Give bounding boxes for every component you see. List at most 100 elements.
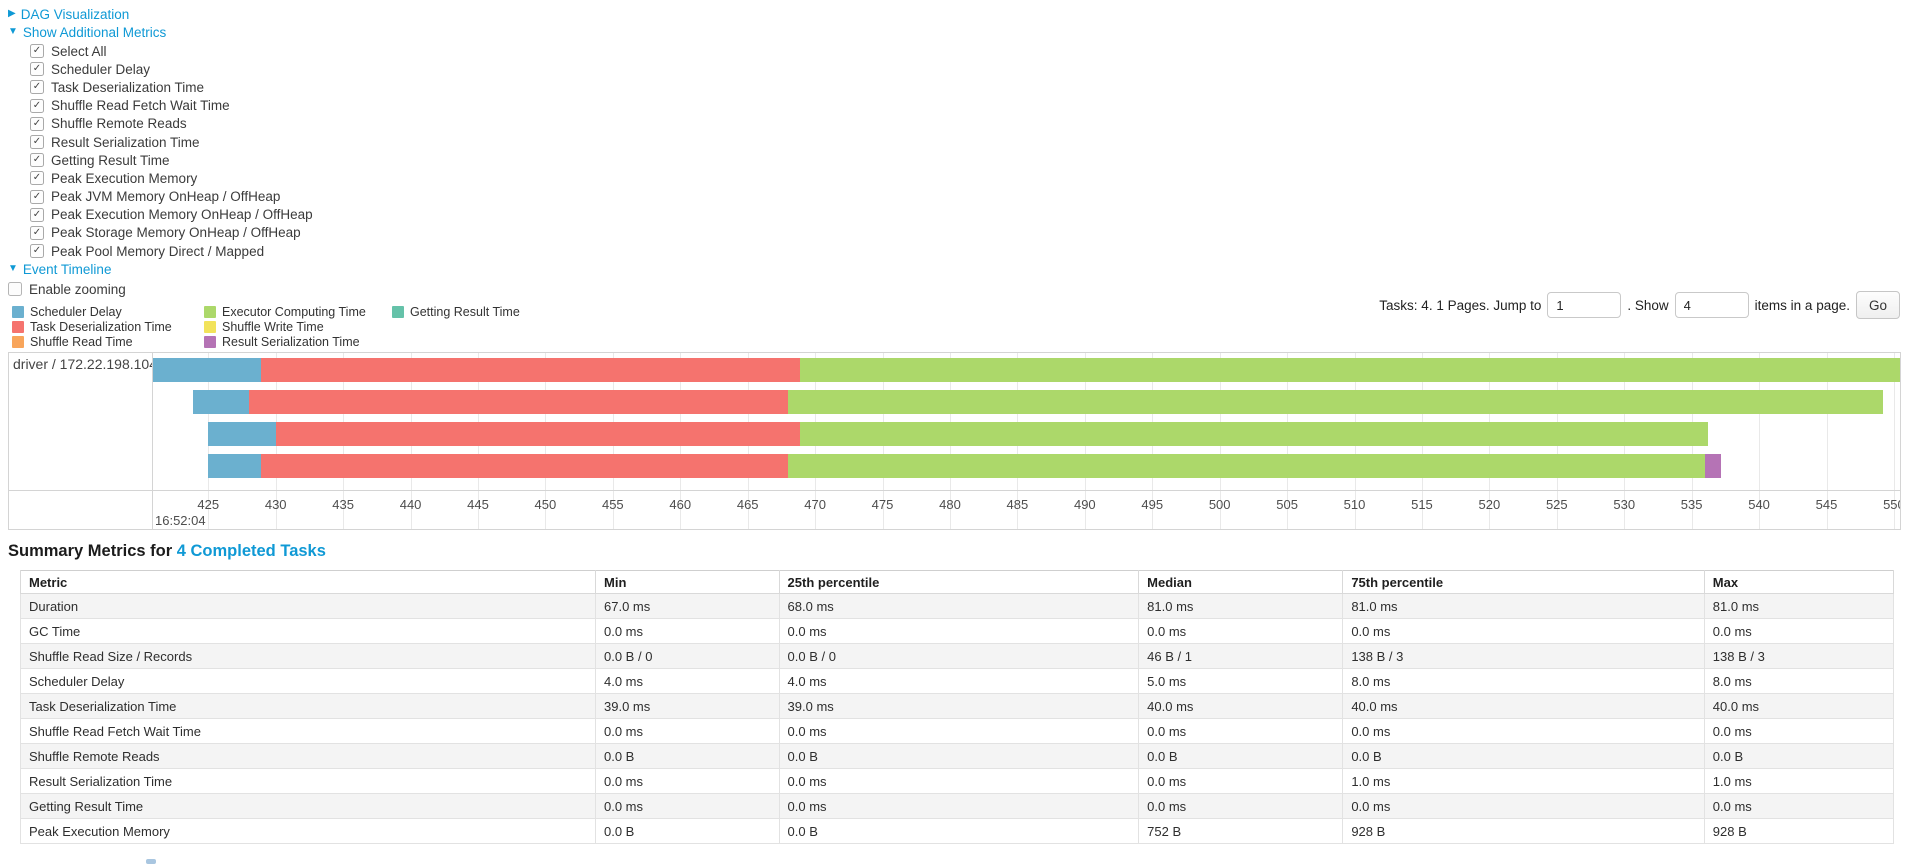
task-bar-segment-task_deserialization[interactable] [260, 454, 789, 478]
metric-option-row: ✓ Select All [30, 42, 313, 60]
completed-tasks-link[interactable]: 4 Completed Tasks [176, 542, 326, 560]
metric-value-cell: 39.0 ms [595, 693, 780, 719]
timeline-legend: Scheduler Delay Task Deserialization Time… [12, 305, 520, 349]
metric-value-cell: 8.0 ms [1703, 668, 1895, 694]
metric-name-cell: GC Time [20, 618, 596, 644]
task-bar-segment-scheduler_delay[interactable] [208, 422, 276, 446]
metric-checkbox[interactable]: ✓ [30, 207, 44, 222]
metric-value-cell: 0.0 ms [595, 718, 780, 744]
go-button[interactable]: Go [1855, 291, 1900, 319]
axis-tick-label: 500 [1208, 497, 1231, 512]
jump-to-page-input[interactable] [1547, 292, 1622, 318]
event-timeline-toggle[interactable]: ▼ Event Timeline [8, 260, 313, 278]
metric-checkbox[interactable]: ✓ [30, 225, 44, 240]
task-bar-segment-scheduler_delay[interactable] [153, 358, 261, 382]
task-bar-segment-result_serialization[interactable] [1705, 454, 1722, 478]
legend-label: Getting Result Time [410, 305, 520, 320]
metric-value-cell: 0.0 ms [595, 768, 780, 794]
column-header: Metric [20, 570, 596, 594]
metric-name-cell: Task Deserialization Time [20, 693, 596, 719]
axis-separator [9, 490, 1900, 491]
task-bar-segment-executor_computing[interactable] [800, 422, 1708, 446]
collapsed-arrow-icon: ▶ [8, 8, 16, 19]
metric-option-label: Peak JVM Memory OnHeap / OffHeap [51, 189, 281, 205]
metric-value-cell: 0.0 ms [1138, 718, 1344, 744]
metric-value-cell: 0.0 B [1703, 743, 1895, 769]
items-per-page-input[interactable] [1674, 292, 1749, 318]
legend-swatch-icon [12, 306, 24, 319]
clipped-element-fragment [146, 859, 156, 864]
metric-checkbox[interactable]: ✓ [30, 62, 44, 77]
metric-checkbox[interactable]: ✓ [30, 171, 44, 186]
metric-option-label: Peak Storage Memory OnHeap / OffHeap [51, 225, 301, 241]
metric-value-cell: 46 B / 1 [1138, 643, 1344, 669]
metric-value-cell: 0.0 B [595, 743, 780, 769]
enable-zooming-checkbox[interactable] [8, 282, 22, 297]
axis-tick-label: 475 [871, 497, 894, 512]
axis-tick-label: 505 [1276, 497, 1298, 512]
metric-value-cell: 0.0 ms [1138, 768, 1344, 794]
legend-swatch-icon [12, 321, 24, 334]
axis-tick-label: 425 [197, 497, 220, 512]
metric-value-cell: 0.0 ms [1703, 618, 1895, 644]
task-bar-segment-task_deserialization[interactable] [275, 422, 801, 446]
metric-option-row: ✓ Shuffle Remote Reads [30, 115, 313, 133]
show-additional-metrics-label: Show Additional Metrics [22, 24, 167, 40]
dag-visualization-toggle[interactable]: ▶ DAG Visualization [8, 5, 313, 23]
metric-option-label: Task Deserialization Time [51, 79, 205, 95]
metric-value-cell: 0.0 ms [778, 718, 1140, 744]
task-bar-segment-scheduler_delay[interactable] [193, 390, 249, 414]
metric-value-cell: 4.0 ms [778, 668, 1140, 694]
metric-checkbox[interactable]: ✓ [30, 189, 44, 204]
metric-checkbox[interactable]: ✓ [30, 98, 44, 113]
task-bar-segment-task_deserialization[interactable] [248, 390, 789, 414]
metric-value-cell: 68.0 ms [778, 593, 1140, 619]
metric-option-label: Shuffle Read Fetch Wait Time [51, 98, 230, 114]
legend-label: Shuffle Read Time [30, 334, 133, 349]
metric-option-label: Getting Result Time [51, 152, 170, 168]
metric-checkbox[interactable]: ✓ [30, 244, 44, 259]
summary-metrics-table: Metric Min 25th percentile Median 75th perce… [20, 570, 1895, 844]
axis-tick-label: 450 [534, 497, 557, 512]
metric-checkbox[interactable]: ✓ [30, 44, 44, 59]
metric-checkbox[interactable]: ✓ [30, 153, 44, 168]
legend-item: Shuffle Write Time [204, 320, 392, 335]
pagination-jump-text: Tasks: 4. 1 Pages. Jump to [1379, 297, 1542, 313]
show-additional-metrics-toggle[interactable]: ▼ Show Additional Metrics [8, 23, 313, 41]
metric-name-cell: Peak Execution Memory [20, 818, 596, 844]
summary-metrics-heading: Summary Metrics for 4 Completed Tasks [8, 542, 326, 561]
task-bar-segment-scheduler_delay[interactable] [208, 454, 261, 478]
task-bar-segment-executor_computing[interactable] [800, 358, 1900, 382]
metric-option-row: ✓ Getting Result Time [30, 151, 313, 169]
metric-value-cell: 0.0 ms [1138, 793, 1344, 819]
axis-tick-label: 485 [1006, 497, 1029, 512]
metric-checkbox[interactable]: ✓ [30, 116, 44, 131]
metrics-options: ✓ Select All ✓ Scheduler Delay ✓ Task Deseria… [30, 42, 313, 260]
metric-name-cell: Shuffle Remote Reads [20, 743, 596, 769]
metric-value-cell: 67.0 ms [595, 593, 780, 619]
metric-value-cell: 8.0 ms [1342, 668, 1705, 694]
enable-zooming-option: Enable zooming [8, 280, 313, 298]
task-bar-segment-task_deserialization[interactable] [260, 358, 801, 382]
task-bar-segment-executor_computing[interactable] [788, 390, 1884, 414]
axis-tick-label: 515 [1411, 497, 1433, 512]
dag-visualization-label: DAG Visualization [20, 6, 130, 22]
column-header: 75th percentile [1342, 570, 1705, 594]
axis-tick-label: 510 [1343, 497, 1366, 512]
axis-tick-label: 455 [601, 497, 624, 512]
legend-swatch-icon [204, 321, 216, 334]
timeline-group-column: driver / 172.22.198.104 [9, 353, 153, 529]
metric-value-cell: 5.0 ms [1138, 668, 1344, 694]
metric-option-row: ✓ Result Serialization Time [30, 133, 313, 151]
metric-option-label: Scheduler Delay [51, 61, 151, 77]
metric-value-cell: 0.0 ms [1342, 793, 1705, 819]
column-header: 25th percentile [778, 570, 1140, 594]
metric-checkbox[interactable]: ✓ [30, 80, 44, 95]
metric-option-row: ✓ Peak Pool Memory Direct / Mapped [30, 242, 313, 260]
metric-value-cell: 4.0 ms [595, 668, 780, 694]
metric-checkbox[interactable]: ✓ [30, 135, 44, 150]
tasks-pagination: Tasks: 4. 1 Pages. Jump to . Show items … [1379, 291, 1900, 319]
task-bar-segment-executor_computing[interactable] [788, 454, 1706, 478]
legend-item: Executor Computing Time [204, 305, 392, 320]
